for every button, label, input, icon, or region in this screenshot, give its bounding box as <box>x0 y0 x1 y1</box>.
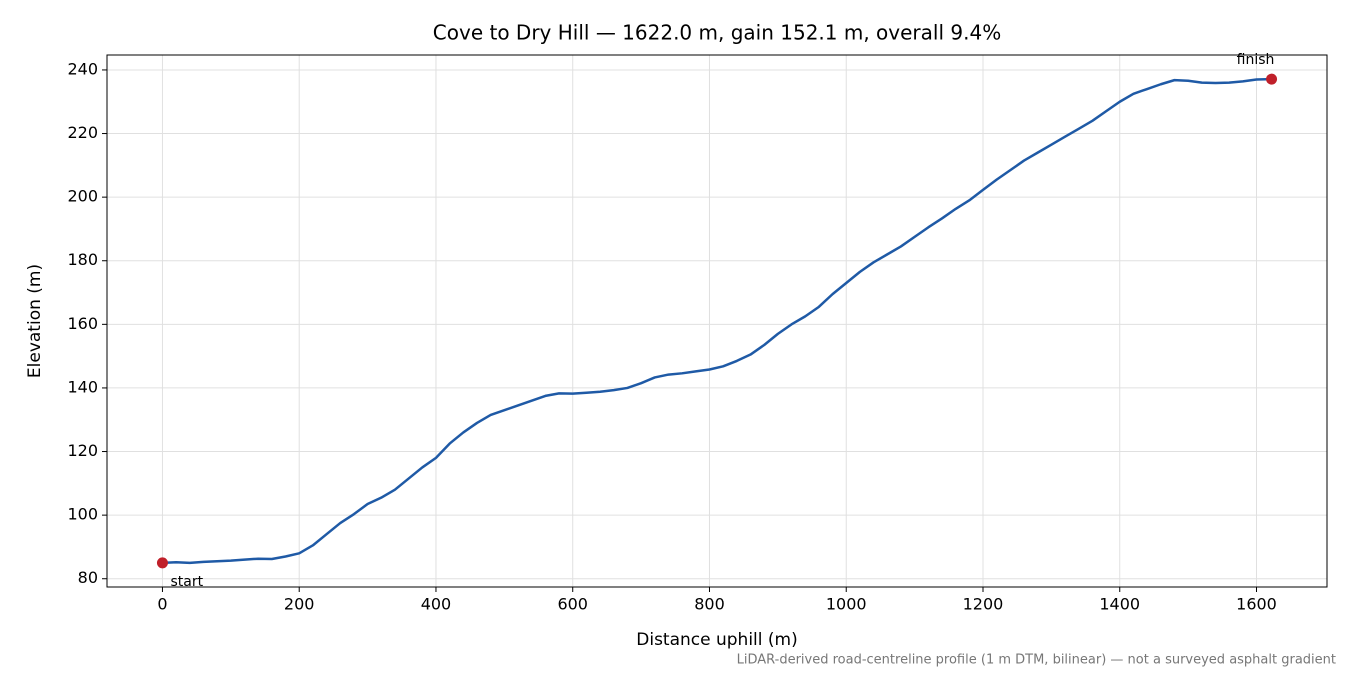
y-tick-label: 80 <box>78 568 98 587</box>
y-tick-label: 100 <box>67 505 98 524</box>
y-tick-label: 220 <box>67 123 98 142</box>
x-axis-label: Distance uphill (m) <box>636 630 797 650</box>
x-tick-label: 800 <box>694 595 725 614</box>
x-tick-label: 1600 <box>1236 595 1277 614</box>
x-tick-label: 0 <box>157 595 167 614</box>
chart-title: Cove to Dry Hill — 1622.0 m, gain 152.1 … <box>433 21 1001 45</box>
x-tick-label: 400 <box>421 595 452 614</box>
x-tick-label: 1200 <box>963 595 1004 614</box>
footnote: LiDAR-derived road-centreline profile (1… <box>737 653 1336 668</box>
y-tick-label: 160 <box>67 314 98 333</box>
endpoint-marker <box>1266 73 1278 85</box>
y-tick-label: 240 <box>67 59 98 78</box>
y-tick-label: 180 <box>67 250 98 269</box>
y-tick-label: 120 <box>67 441 98 460</box>
x-tick-label: 1000 <box>826 595 867 614</box>
y-axis-label: Elevation (m) <box>25 264 45 378</box>
y-tick-label: 140 <box>67 377 98 396</box>
endpoint-label: finish <box>1237 52 1275 68</box>
x-tick-label: 600 <box>557 595 588 614</box>
y-tick-label: 200 <box>67 187 98 206</box>
elevation-line <box>162 77 1272 565</box>
endpoint-label: start <box>170 574 203 590</box>
plot-frame <box>106 54 1328 588</box>
x-tick-label: 1400 <box>1099 595 1140 614</box>
endpoint-marker <box>156 557 168 569</box>
x-tick-label: 200 <box>284 595 315 614</box>
